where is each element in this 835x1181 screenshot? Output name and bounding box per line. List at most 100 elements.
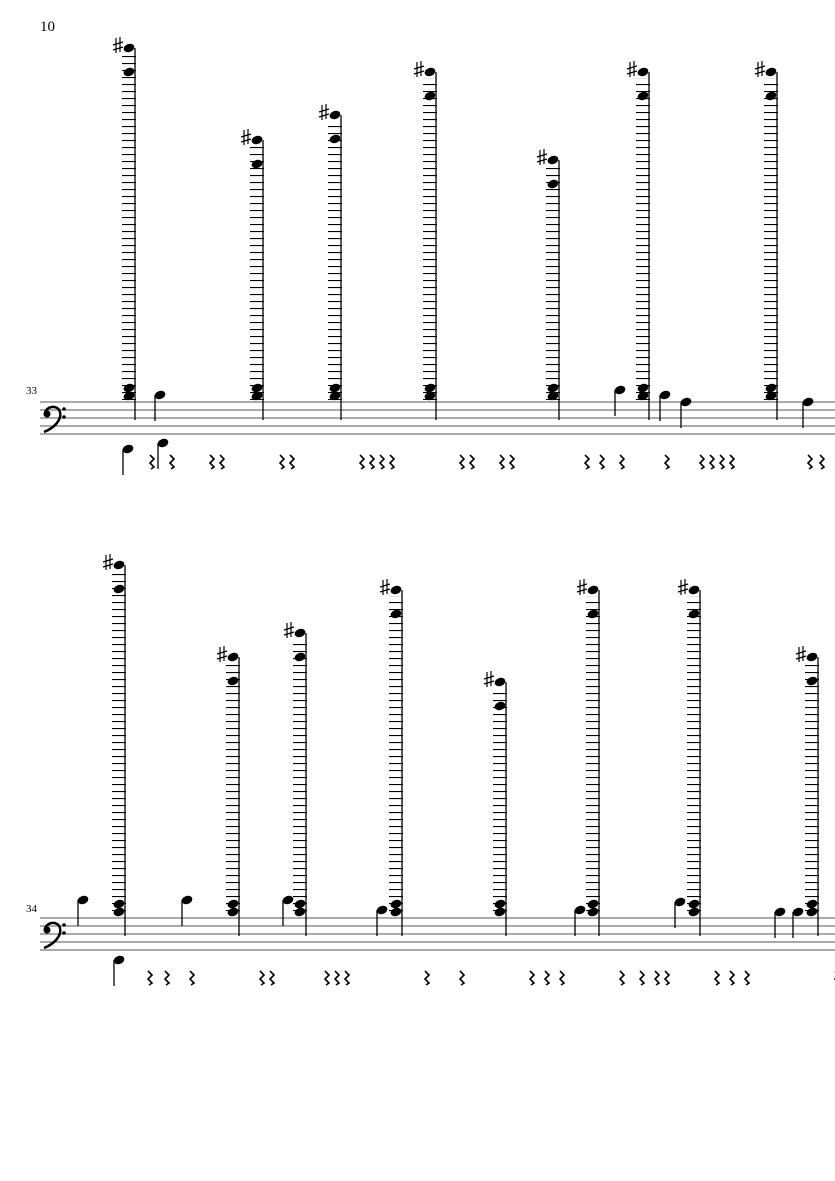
note-head — [659, 390, 671, 400]
note-head — [774, 907, 786, 917]
note-head — [792, 907, 804, 917]
ledger-lines — [226, 663, 240, 916]
note-head — [424, 91, 436, 101]
note-head — [765, 91, 777, 101]
note-head — [113, 955, 125, 965]
ledger-lines — [250, 146, 264, 400]
ledger-lines — [328, 121, 342, 400]
rest — [544, 970, 550, 986]
note-head — [294, 907, 306, 917]
rest — [654, 970, 660, 986]
note-head — [376, 905, 388, 915]
note-head — [154, 390, 166, 400]
rest — [389, 454, 395, 470]
rest — [819, 454, 825, 470]
note-head — [806, 676, 818, 686]
sharp — [413, 60, 425, 78]
rest — [189, 970, 195, 986]
sharp — [112, 36, 124, 54]
note-head — [123, 43, 135, 53]
note-head — [113, 584, 125, 594]
note-head — [587, 609, 599, 619]
ledger-lines — [636, 78, 650, 400]
rest — [164, 970, 170, 986]
note-head — [424, 391, 436, 401]
ledger-lines — [764, 78, 778, 400]
note-head — [123, 67, 135, 77]
staff — [40, 917, 835, 951]
note-head — [688, 899, 700, 909]
note-head — [329, 110, 341, 120]
rest — [424, 970, 430, 986]
note-head — [494, 701, 506, 711]
rest — [509, 454, 515, 470]
note-head — [227, 907, 239, 917]
rest — [744, 970, 750, 986]
note-head — [494, 899, 506, 909]
sharp — [754, 60, 766, 78]
rest — [664, 454, 670, 470]
rest — [369, 454, 375, 470]
rest — [459, 970, 465, 986]
bass-clef — [42, 921, 68, 950]
note-head — [688, 907, 700, 917]
note-head — [113, 560, 125, 570]
note-head — [227, 899, 239, 909]
note-head — [329, 391, 341, 401]
rest — [584, 454, 590, 470]
bass-clef — [42, 405, 68, 434]
note-head — [587, 585, 599, 595]
rest — [359, 454, 365, 470]
note-head — [294, 899, 306, 909]
note-head — [424, 383, 436, 393]
note-head — [390, 907, 402, 917]
note-head — [587, 907, 599, 917]
rest — [469, 454, 475, 470]
rest — [169, 454, 175, 470]
measure-number: 34 — [26, 903, 38, 915]
rest — [619, 970, 625, 986]
note-head — [122, 444, 134, 454]
note-head — [181, 895, 193, 905]
note-head — [765, 383, 777, 393]
ledger-lines — [586, 596, 600, 916]
ledger-lines — [389, 596, 403, 916]
rest — [719, 454, 725, 470]
sharp — [240, 128, 252, 146]
rest — [709, 454, 715, 470]
note-head — [77, 895, 89, 905]
note-head — [806, 899, 818, 909]
rest — [334, 970, 340, 986]
rest — [714, 970, 720, 986]
note-head — [547, 391, 559, 401]
sharp — [536, 148, 548, 166]
note-head — [547, 179, 559, 189]
chord-stacks — [112, 36, 825, 475]
ledger-lines — [493, 688, 507, 916]
note-head — [688, 585, 700, 595]
note-head — [251, 391, 263, 401]
note-head — [294, 628, 306, 638]
sharp — [283, 621, 295, 639]
rest — [149, 454, 155, 470]
rest — [209, 454, 215, 470]
ledger-lines — [546, 166, 560, 400]
sharp — [795, 645, 807, 663]
note-head — [674, 897, 686, 907]
note-head — [587, 899, 599, 909]
ledger-lines — [112, 571, 126, 916]
rest — [807, 454, 813, 470]
sharp — [483, 670, 495, 688]
ledger-lines — [423, 78, 437, 400]
note-head — [123, 391, 135, 401]
sharp — [677, 578, 689, 596]
rest — [664, 970, 670, 986]
note-head — [547, 383, 559, 393]
note-head — [424, 67, 436, 77]
note-head — [614, 385, 626, 395]
note-head — [113, 907, 125, 917]
rest — [147, 970, 153, 986]
sharp — [379, 578, 391, 596]
note-head — [806, 907, 818, 917]
